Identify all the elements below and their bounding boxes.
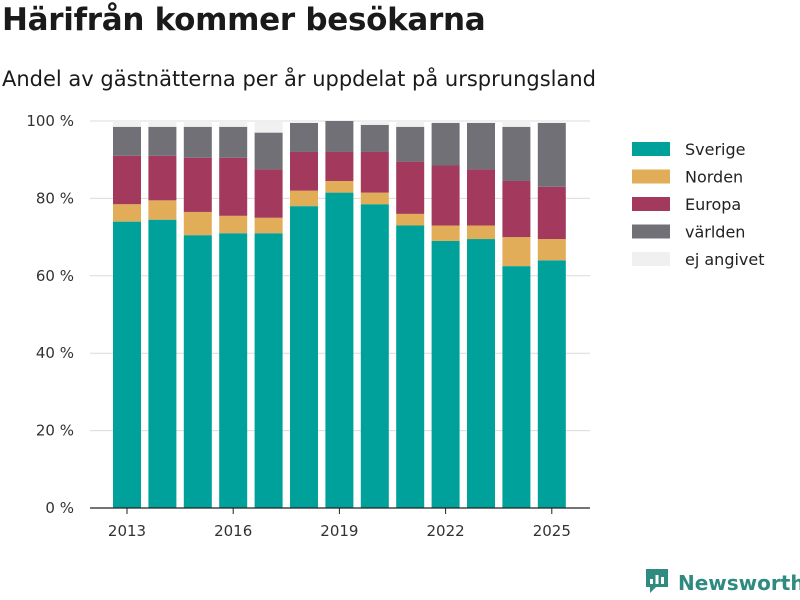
bar-segment [113,126,141,156]
bar-segment [254,217,283,234]
bar-segment [467,239,495,508]
bar-segment [254,132,283,170]
bar-segment [360,192,389,205]
bar-segment [325,151,354,181]
bar-segment [396,126,425,162]
y-tick-label: 20 % [36,422,74,440]
bar-segment [537,121,566,123]
bar-segment [325,180,354,193]
x-tick-label: 2016 [214,522,252,540]
bar-segment [431,122,460,166]
bar-segment [360,121,389,125]
bar-segment [396,121,425,127]
bar-segment [431,240,460,508]
bar-segment [325,192,354,508]
bars [113,121,566,509]
bar-segment [537,260,566,508]
bar-segment [290,121,318,123]
legend-swatch [632,252,670,266]
legend-label: Europa [685,195,741,214]
bar-segment [325,121,354,152]
bar-segment [360,151,389,193]
bar-segment [467,122,495,170]
x-tick-label: 2013 [108,522,146,540]
bar-segment [219,157,248,216]
x-tick-label: 2019 [320,522,358,540]
bar-segment [113,204,141,222]
legend-label: Sverige [685,140,746,159]
bar-segment [396,161,425,214]
bar-segment [467,225,495,240]
bar-segment [148,155,177,201]
y-tick-label: 100 % [26,112,74,130]
bar-segment [148,219,177,508]
bar-segment [113,221,141,508]
bar-segment [254,121,283,133]
bar-segment [183,121,212,127]
bar-segment [113,155,141,205]
x-axis: 2013 2016 2019 2022 2025 [90,507,590,540]
bar-segment [537,122,566,187]
x-tick-label: 2022 [427,522,465,540]
bar-segment [537,239,566,261]
newsworthy-logo-icon [644,567,670,599]
bar-segment [148,200,177,220]
bar-segment [502,237,531,267]
bar-segment [290,206,318,508]
legend-label: världen [685,223,745,242]
stacked-bar-chart: 0 % 20 % 40 % 60 % 80 % 100 % 2013 2016 2019 202… [26,112,765,540]
bar-segment [254,169,283,218]
bar-segment [360,204,389,508]
bar-segment [396,213,425,226]
bar-segment [219,121,248,127]
bar-segment [148,121,177,127]
bar-segment [219,215,248,234]
chart-title: Härifrån kommer besökarna [2,2,486,38]
bar-segment [183,157,212,212]
bar-segment [431,225,460,241]
bar-segment [219,233,248,509]
bar-segment [113,121,141,127]
legend-swatch [632,169,670,184]
bar-segment [396,225,425,509]
bar-segment [183,211,212,236]
x-tick-label: 2025 [533,522,571,540]
y-tick-label: 40 % [36,344,74,362]
bar-segment [290,122,318,152]
bar-segment [290,151,318,191]
bar-segment [290,190,318,207]
bar-segment [467,169,495,226]
bar-segment [502,121,531,127]
bar-segment [502,126,531,181]
bar-segment [254,233,283,509]
legend-label: ej angivet [685,250,765,269]
bar-segment [431,121,460,123]
bar-segment [219,126,248,158]
legend-swatch [632,197,670,211]
legend-swatch [632,142,670,156]
chart-subtitle: Andel av gästnätterna per år uppdelat på… [2,67,596,91]
legend: Sverige Norden Europa världen ej angivet [632,140,765,269]
bar-segment [467,121,495,123]
brand-name: Newsworthy [678,571,800,595]
legend-swatch [632,224,670,239]
bar-segment [502,180,531,238]
y-tick-label: 60 % [36,267,74,285]
y-tick-label: 80 % [36,189,74,207]
legend-label: Norden [685,168,743,187]
bar-segment [360,124,389,152]
bar-segment [183,126,212,158]
bar-segment [148,126,177,156]
brand-logo: Newsworthy [644,567,800,599]
y-tick-label: 0 % [45,499,74,517]
bar-segment [183,235,212,509]
bar-segment [431,165,460,226]
bar-segment [537,186,566,240]
bar-segment [502,266,531,508]
y-axis: 0 % 20 % 40 % 60 % 80 % 100 % [26,112,74,517]
